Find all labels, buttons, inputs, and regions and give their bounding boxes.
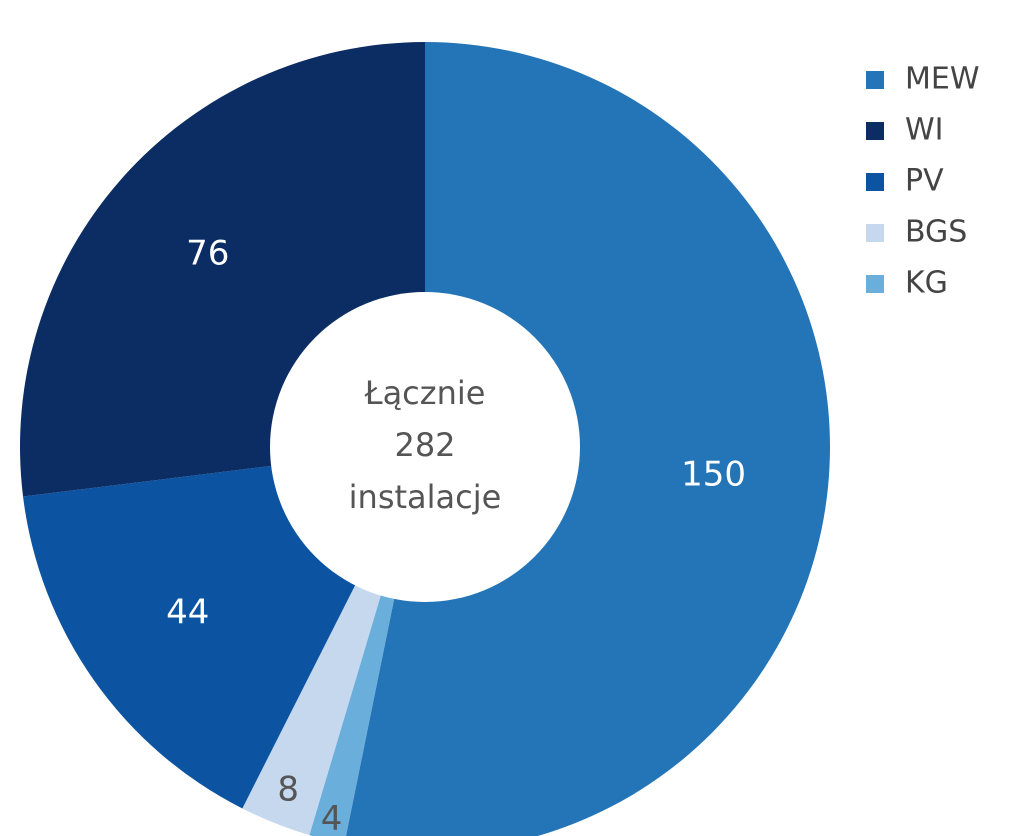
- legend-swatch: [866, 275, 884, 293]
- slice: [345, 42, 831, 836]
- legend-swatch: [866, 173, 884, 191]
- donut-hole: [270, 292, 580, 602]
- legend-label: KG: [905, 266, 948, 301]
- data-label: 150: [681, 455, 746, 495]
- center-label: instalacje: [349, 478, 502, 516]
- legend-label: BGS: [905, 215, 967, 250]
- legend-label: PV: [905, 164, 944, 199]
- data-label: 8: [277, 769, 299, 809]
- data-label: 76: [186, 233, 229, 273]
- center-label: 282: [394, 426, 455, 464]
- legend-label: MEW: [905, 62, 980, 97]
- data-label: 44: [166, 592, 209, 632]
- legend-swatch: [866, 224, 884, 242]
- legend-swatch: [866, 122, 884, 140]
- center-label: Łącznie: [364, 374, 486, 412]
- legend-label: WI: [905, 113, 944, 148]
- data-label: 4: [321, 799, 343, 836]
- legend-swatch: [866, 71, 884, 89]
